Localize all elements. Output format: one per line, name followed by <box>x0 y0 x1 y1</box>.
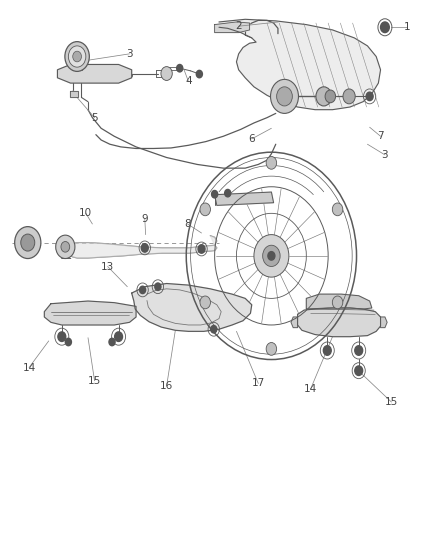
Text: 4: 4 <box>185 77 192 86</box>
Circle shape <box>115 332 123 342</box>
Text: 6: 6 <box>248 134 255 144</box>
Circle shape <box>177 64 183 72</box>
Circle shape <box>268 252 275 260</box>
Polygon shape <box>70 91 78 98</box>
Circle shape <box>266 157 277 169</box>
Circle shape <box>141 244 148 252</box>
Circle shape <box>65 42 89 71</box>
Text: 7: 7 <box>377 131 384 141</box>
Circle shape <box>355 366 363 375</box>
Circle shape <box>140 286 146 294</box>
Polygon shape <box>291 317 297 328</box>
Text: 8: 8 <box>184 219 191 229</box>
Text: 16: 16 <box>160 381 173 391</box>
Circle shape <box>155 283 161 290</box>
Text: 9: 9 <box>141 214 148 224</box>
Circle shape <box>196 70 202 78</box>
Text: 2: 2 <box>235 21 242 31</box>
Circle shape <box>14 227 41 259</box>
Circle shape <box>58 332 66 342</box>
Polygon shape <box>215 22 250 33</box>
Polygon shape <box>219 19 381 110</box>
Text: 15: 15 <box>385 397 398 407</box>
Text: 12: 12 <box>60 251 73 261</box>
Circle shape <box>109 338 115 346</box>
Text: 14: 14 <box>22 362 36 373</box>
Circle shape <box>263 245 280 266</box>
Circle shape <box>68 46 86 67</box>
Circle shape <box>21 234 35 251</box>
Text: 3: 3 <box>381 150 388 160</box>
Text: 3: 3 <box>126 49 133 59</box>
Circle shape <box>212 190 218 198</box>
Polygon shape <box>215 192 274 205</box>
Circle shape <box>61 241 70 252</box>
Polygon shape <box>297 308 381 337</box>
Circle shape <box>355 346 363 356</box>
Circle shape <box>381 22 389 33</box>
Polygon shape <box>57 64 132 83</box>
Circle shape <box>271 79 298 114</box>
Text: 5: 5 <box>91 112 98 123</box>
Circle shape <box>316 87 332 106</box>
Polygon shape <box>381 317 387 328</box>
Circle shape <box>266 343 277 356</box>
Circle shape <box>73 51 81 62</box>
Text: 10: 10 <box>79 208 92 219</box>
Circle shape <box>254 235 289 277</box>
Text: 13: 13 <box>101 262 114 271</box>
Circle shape <box>325 90 336 103</box>
Polygon shape <box>132 284 252 332</box>
Circle shape <box>200 296 211 309</box>
Text: 14: 14 <box>304 384 317 394</box>
Circle shape <box>366 92 373 101</box>
Text: 15: 15 <box>88 376 101 386</box>
Circle shape <box>277 87 292 106</box>
Text: 1: 1 <box>403 22 410 33</box>
Circle shape <box>56 235 75 259</box>
Circle shape <box>332 203 343 216</box>
Circle shape <box>323 346 331 356</box>
Text: 17: 17 <box>252 378 265 389</box>
Circle shape <box>161 67 172 80</box>
Circle shape <box>343 89 355 104</box>
Circle shape <box>225 189 231 197</box>
Polygon shape <box>68 236 217 258</box>
Circle shape <box>200 203 211 216</box>
Polygon shape <box>44 301 136 325</box>
Circle shape <box>332 296 343 309</box>
Text: 11: 11 <box>25 246 38 255</box>
Circle shape <box>211 326 217 333</box>
Circle shape <box>198 245 205 253</box>
Polygon shape <box>306 294 372 309</box>
Circle shape <box>65 338 71 346</box>
